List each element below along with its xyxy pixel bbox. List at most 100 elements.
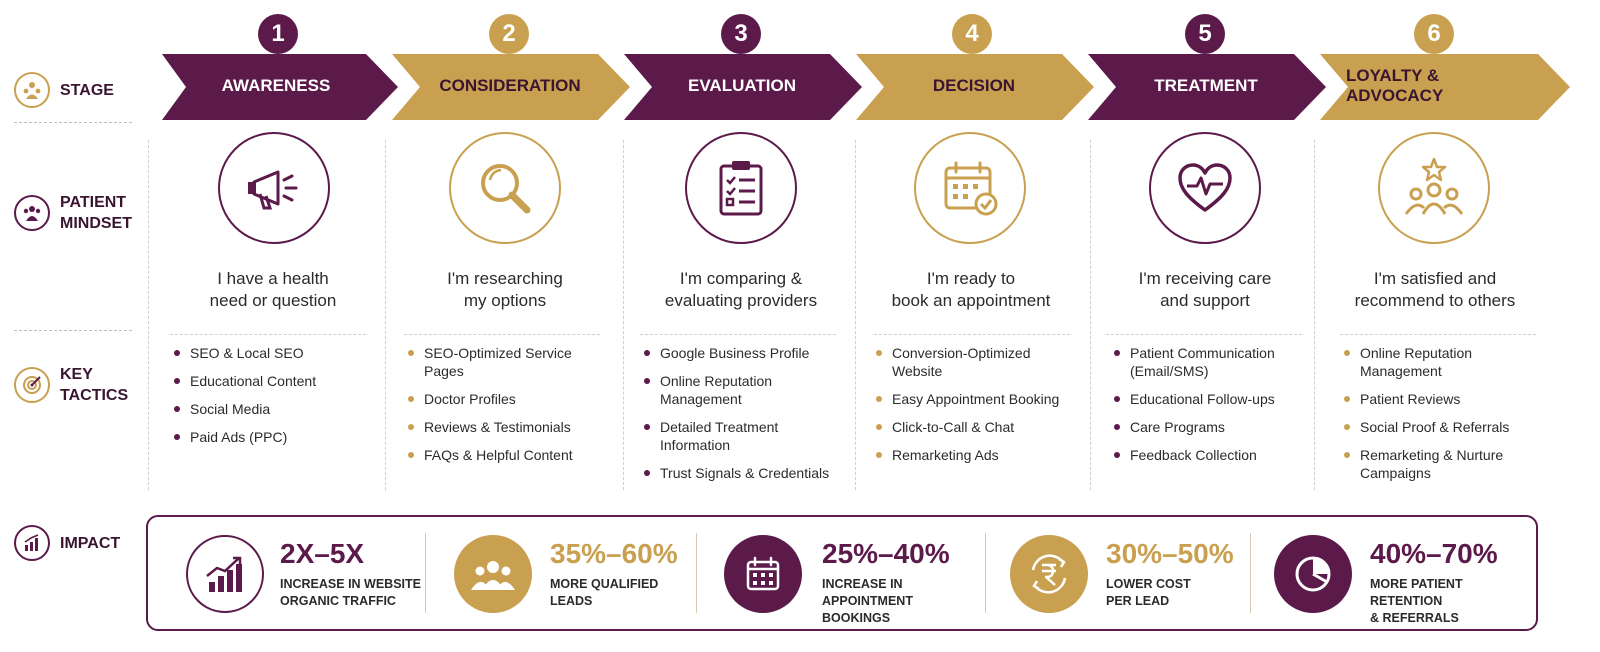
magnifier-icon [449,132,561,244]
mindset-text: I'm researching my options [390,268,620,312]
impact-value: 40%–70% [1370,538,1498,569]
column-divider [1314,140,1315,490]
impact-label-line: MORE QUALIFIED [550,577,659,591]
stage-title: DECISION [932,76,1016,95]
mindset-line: book an appointment [891,291,1051,310]
tactics-list: Google Business Profile Online Reputatio… [640,344,850,492]
impact-value: 2X–5X [280,538,365,569]
stage-arrow [856,54,1094,120]
column-divider [1090,140,1091,490]
tactic-item: Online Reputation Management [640,372,850,408]
mindset-text: I'm receiving care and support [1090,268,1320,312]
column-rule [404,334,600,335]
row-label-impact-text: IMPACT [60,534,121,552]
column-rule [874,334,1070,335]
mindset-text: I'm comparing & evaluating providers [626,268,856,312]
bar-chart-icon [14,525,50,561]
mindset-line: need or question [209,291,337,310]
stage-title: LOYALTY & ADVOCACY [1346,66,1444,105]
tactics-list: SEO & Local SEO Educational Content Soci… [170,344,380,456]
impact-label-line: & REFERRALS [1370,611,1459,625]
tactic-item: Educational Follow-ups [1110,390,1320,408]
impact-divider [985,533,986,613]
tactic-item: Online Reputation Management [1340,344,1550,380]
calendar-icon [724,535,802,613]
impact-value: 30%–50% [1106,538,1234,569]
stage-arrow [1320,54,1570,120]
mindset-line: I'm ready to [926,269,1016,288]
stage-title: TREATMENT [1154,76,1258,95]
column-rule [1340,334,1536,335]
tactic-item: Social Media [170,400,380,418]
tactic-item: SEO-Optimized Service Pages [404,344,614,380]
mindset-line: recommend to others [1354,291,1516,310]
tactic-item: FAQs & Helpful Content [404,446,614,464]
people-network-icon [14,72,50,108]
tactic-item: Detailed Treatment Information [640,418,850,454]
stage-number: 1 [258,14,298,54]
mindset-text: I'm satisfied and recommend to others [1320,268,1550,312]
users-icon [14,195,50,231]
stage-title: CONSIDERATION [439,76,581,95]
impact-label-line: LOWER COST [1106,577,1191,591]
tactic-item: Social Proof & Referrals [1340,418,1550,436]
column-rule [640,334,836,335]
impact-label-line: BOOKINGS [822,611,891,625]
mindset-line: I'm satisfied and [1373,269,1497,288]
stage-number: 2 [489,14,529,54]
heart-pulse-icon [1149,132,1261,244]
impact-label: LOWER COST PER LEAD [1106,576,1266,610]
tactic-item: Google Business Profile [640,344,850,362]
stage-number: 6 [1414,14,1454,54]
impact-value: 25%–40% [822,538,950,569]
row-label-tactics-line: TACTICS [60,387,129,404]
calendar-check-icon [914,132,1026,244]
tactic-item: Paid Ads (PPC) [170,428,380,446]
impact-panel [146,515,1538,631]
pie-chart-icon [1274,535,1352,613]
impact-label-line: PER LEAD [1106,594,1170,608]
tactic-item: Conversion-Optimized Website [872,344,1082,380]
tactic-item: Easy Appointment Booking [872,390,1082,408]
tactic-item: SEO & Local SEO [170,344,380,362]
impact-label-line: INCREASE IN APPOINTMENT [822,577,913,608]
stage-arrow [1088,54,1326,120]
stage-arrow [162,54,398,120]
group-star-icon [1378,132,1490,244]
stage-title: EVALUATION [688,76,796,95]
stage-number: 4 [952,14,992,54]
mindset-line: I'm receiving care [1138,269,1272,288]
tactics-list: Conversion-Optimized Website Easy Appoin… [872,344,1082,474]
row-label-stage: STAGE [14,72,114,108]
impact-label-line: LEADS [550,594,593,608]
tactic-item: Remarketing & Nurture Campaigns [1340,446,1550,482]
mindset-line: and support [1160,291,1250,310]
megaphone-icon [218,132,330,244]
clipboard-icon [685,132,797,244]
column-divider [623,140,624,490]
column-rule [170,334,366,335]
tactic-item: Educational Content [170,372,380,390]
people-icon [454,535,532,613]
tactic-item: Doctor Profiles [404,390,614,408]
impact-divider [1250,533,1251,613]
stage-arrow-ribbon [162,54,1570,120]
stage-arrow [624,54,862,120]
row-label-mindset: PATIENT MINDSET [14,192,132,234]
tactics-list: Patient Communication (Email/SMS) Educat… [1110,344,1320,474]
column-divider [148,140,149,490]
target-icon [14,367,50,403]
column-divider [385,140,386,490]
stage-number: 5 [1185,14,1225,54]
mindset-line: evaluating providers [664,291,818,310]
growth-chart-icon [186,535,264,613]
impact-label: MORE QUALIFIED LEADS [550,576,710,610]
impact-label: INCREASE IN APPOINTMENT BOOKINGS [822,576,992,627]
column-divider [855,140,856,490]
row-label-mindset-line: PATIENT [60,194,127,211]
mindset-line: I'm researching [447,269,563,288]
impact-divider [425,533,426,613]
impact-label-line: INCREASE IN WEBSITE [280,577,421,591]
rupee-icon [1010,535,1088,613]
row-label-tactics: KEY TACTICS [14,364,128,406]
